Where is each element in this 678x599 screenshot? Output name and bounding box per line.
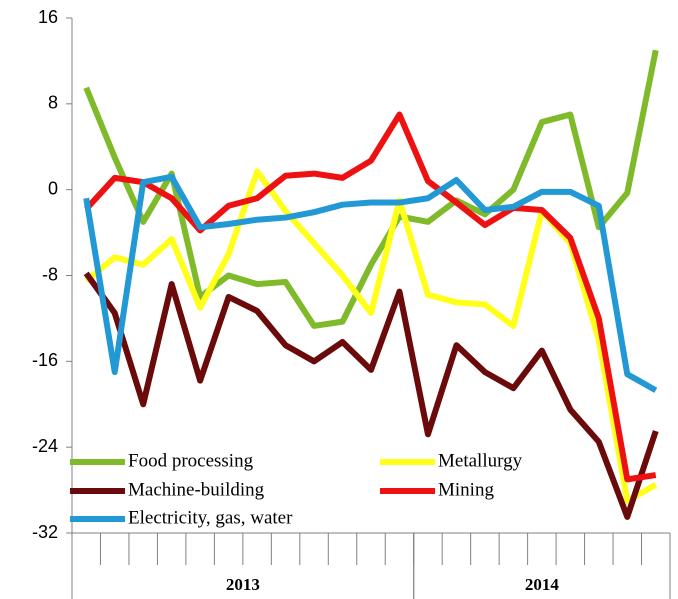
legend-label: Metallurgy: [438, 450, 523, 471]
legend-label: Machine-building: [128, 479, 265, 500]
legend-label: Electricity, gas, water: [128, 507, 293, 528]
y-tick-label: -24: [32, 436, 58, 456]
group-label: 2014: [525, 575, 560, 594]
y-tick-label: -8: [42, 264, 58, 284]
y-tick-label: 8: [48, 93, 58, 113]
series-line: [83, 49, 659, 329]
series-line: [84, 111, 657, 483]
group-label: 2013: [226, 575, 260, 594]
y-tick-label: -32: [32, 522, 58, 542]
series-line: [83, 173, 658, 393]
y-tick-label: -16: [32, 350, 58, 370]
series-line: [83, 271, 659, 520]
y-tick-label: 0: [48, 178, 58, 198]
legend-label: Mining: [438, 479, 494, 500]
y-tick-label: 16: [38, 7, 58, 27]
legend-label: Food processing: [128, 450, 254, 471]
